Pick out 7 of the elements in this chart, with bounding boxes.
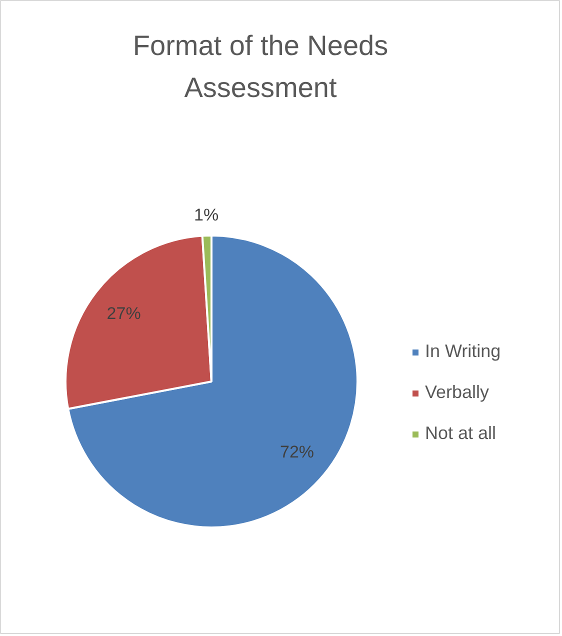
chart-title: Format of the Needs Assessment xyxy=(132,30,388,103)
data-label: 72% xyxy=(280,442,314,462)
legend-label: Not at all xyxy=(425,423,496,444)
data-label: 27% xyxy=(106,304,141,323)
data-label: 1% xyxy=(194,206,219,225)
legend-label: Verbally xyxy=(425,382,490,403)
legend-label: In Writing xyxy=(425,341,501,362)
